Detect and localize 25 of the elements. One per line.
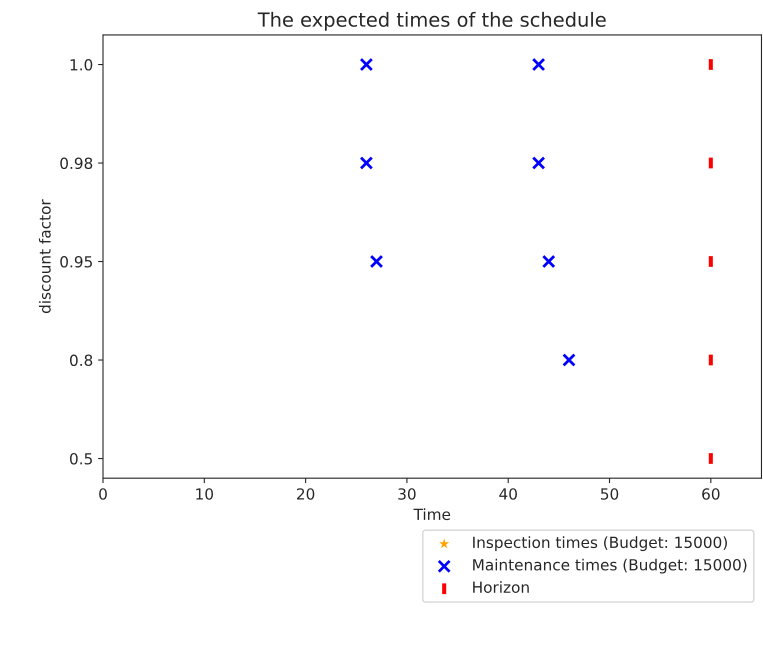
x-axis-title: Time xyxy=(414,508,450,520)
chart-title: The expected times of the schedule xyxy=(258,12,606,31)
y-tick-label: 1.0 xyxy=(70,59,92,71)
y-tick-label: 0.95 xyxy=(60,256,92,268)
x-tick-label: 50 xyxy=(600,488,618,500)
point xyxy=(370,254,384,268)
point xyxy=(542,254,556,268)
point xyxy=(360,156,374,170)
legend-label: Maintenance times (Budget: 15000) xyxy=(473,558,746,574)
x-tick-label: 40 xyxy=(499,488,517,500)
y-axis-title: discount factor xyxy=(38,199,51,314)
point xyxy=(360,58,374,72)
legend-label: Horizon xyxy=(473,581,529,593)
x-tick-label: 20 xyxy=(297,488,314,500)
x-tick-label: 60 xyxy=(702,488,720,500)
point xyxy=(562,353,576,367)
point xyxy=(532,156,546,170)
x-tick-label: 0 xyxy=(99,488,107,500)
y-tick-label: 0.98 xyxy=(60,158,92,170)
y-tick-label: 0.8 xyxy=(70,354,92,366)
legend-label: Inspection times (Budget: 15000) xyxy=(473,536,727,552)
point xyxy=(532,58,546,72)
x-tick-label: 30 xyxy=(398,488,416,500)
x-tick-label: 10 xyxy=(196,488,214,500)
y-tick-label: 0.5 xyxy=(70,452,92,465)
